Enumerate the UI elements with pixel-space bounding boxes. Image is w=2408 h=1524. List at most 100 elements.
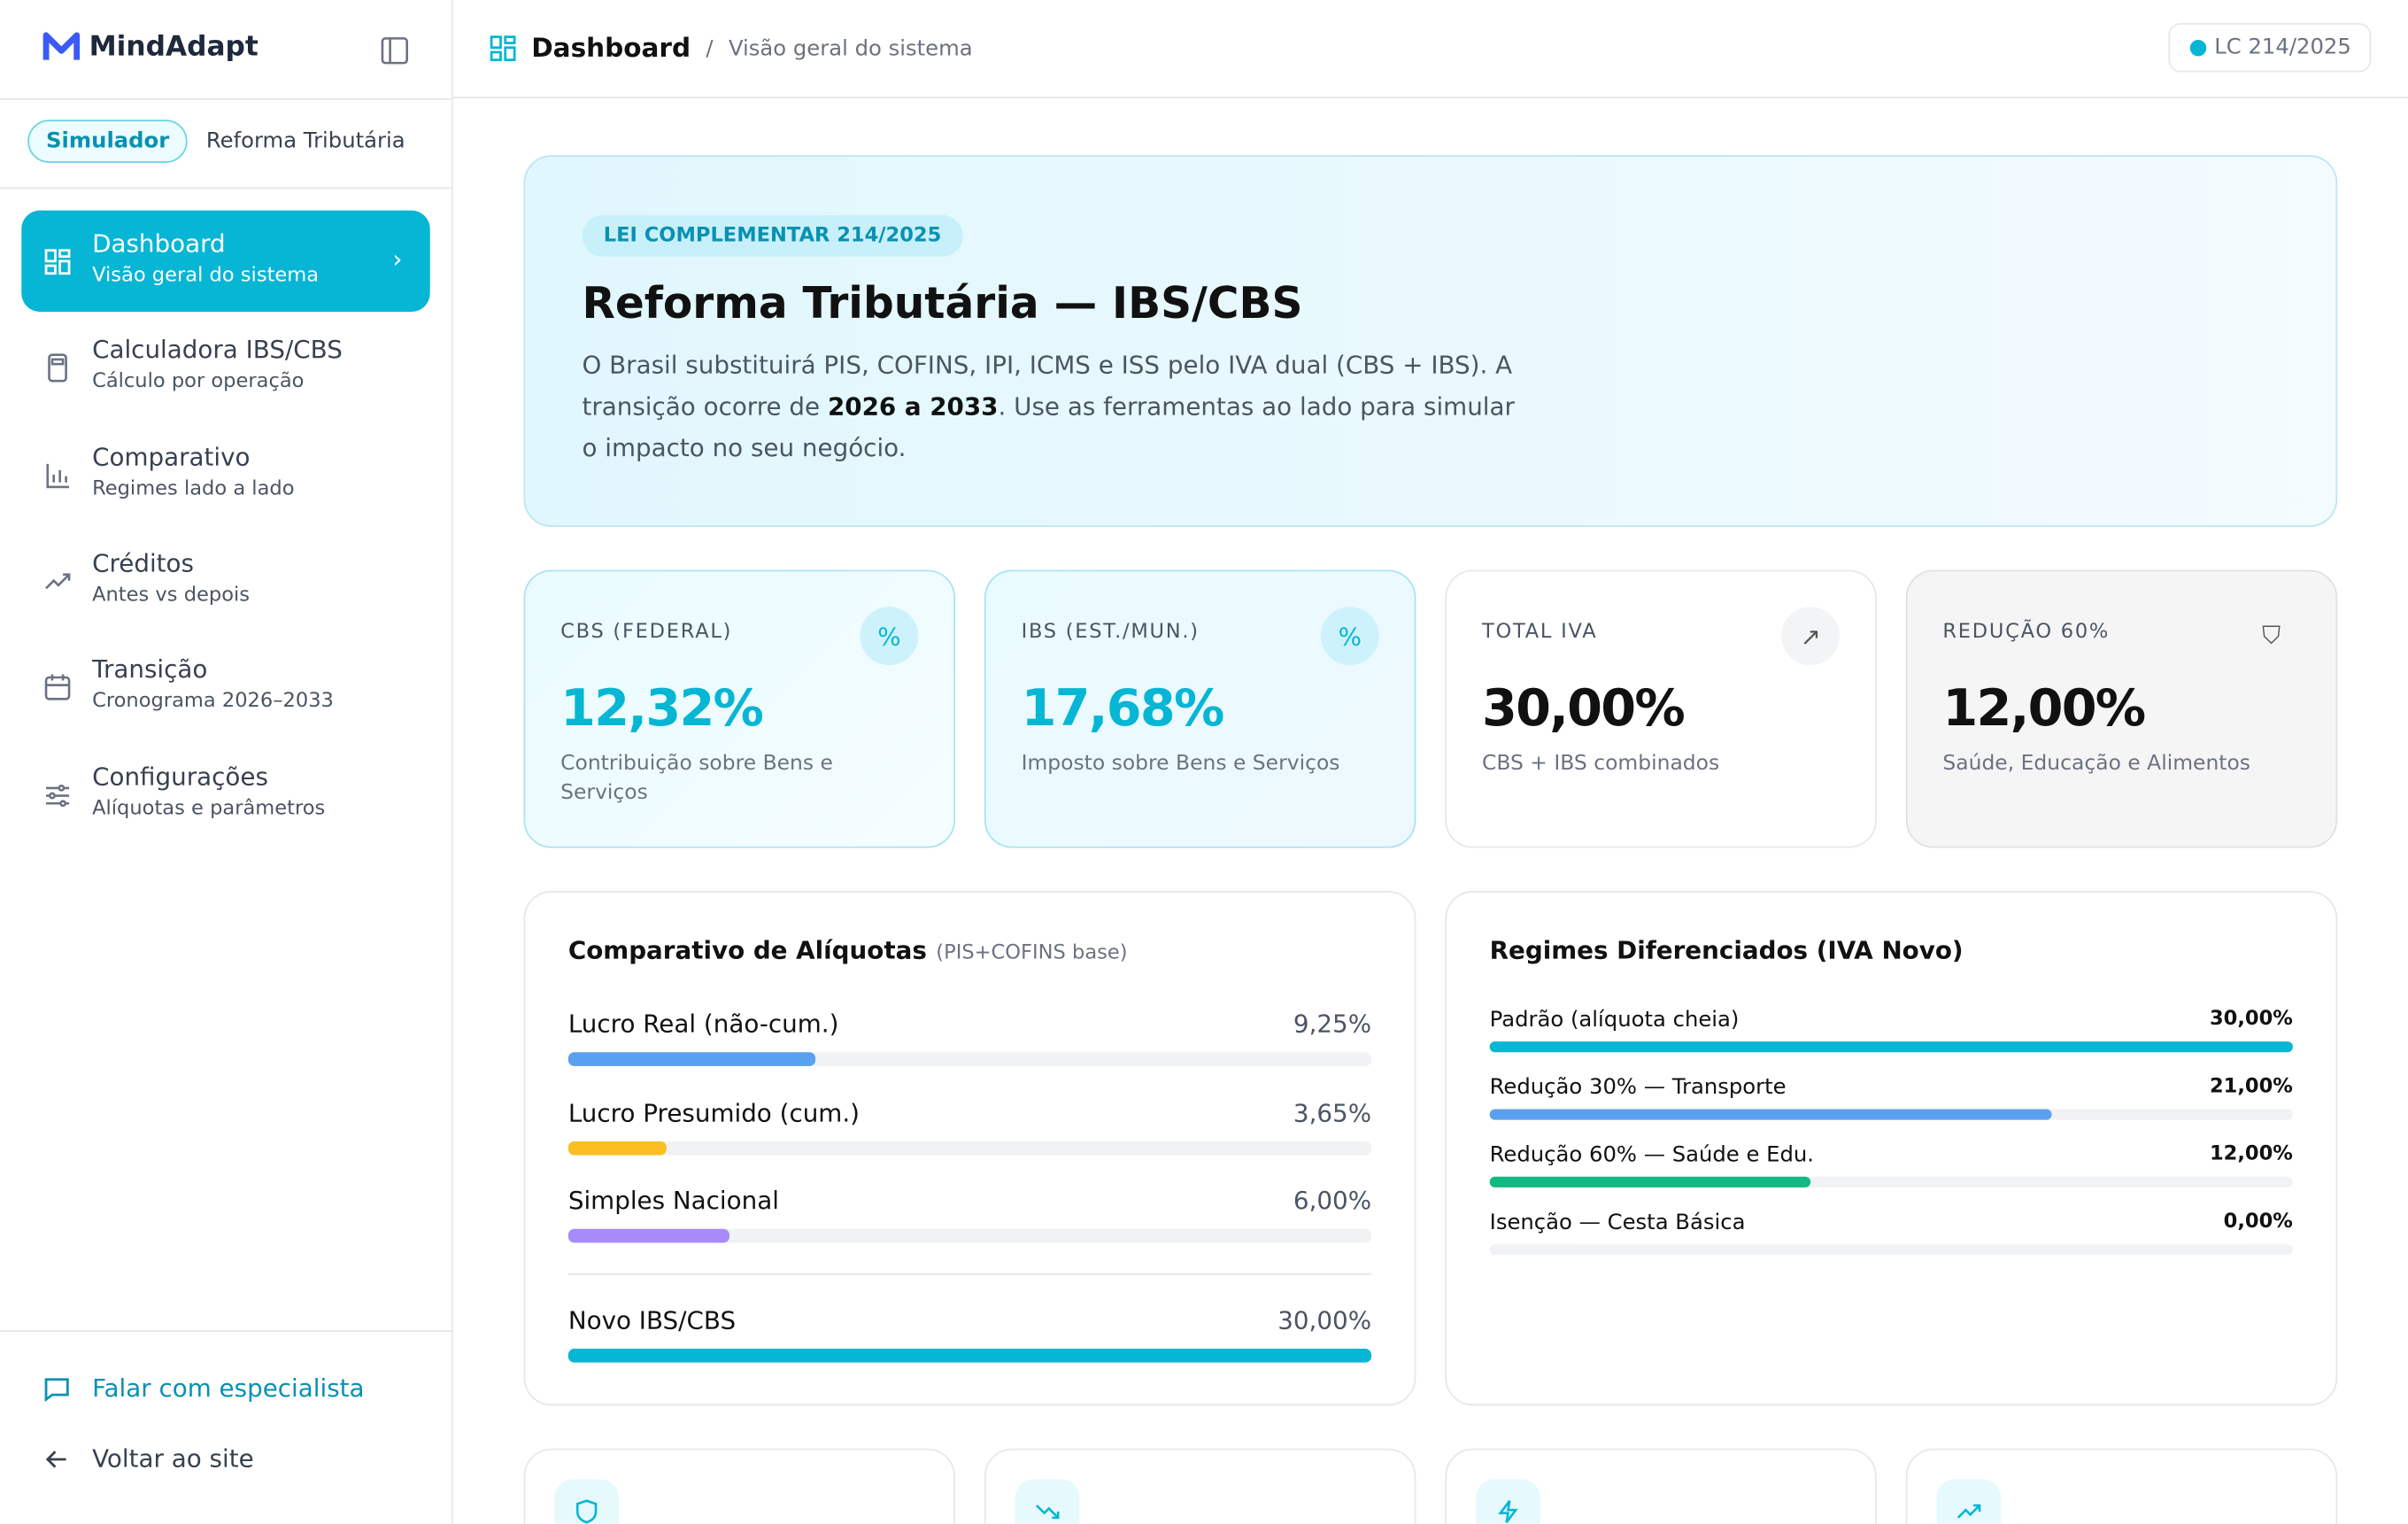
panel-title: Comparativo de Alíquotas (PIS+COFINS base…: [568, 935, 1371, 964]
bar-value: 21,00%: [2209, 1075, 2293, 1099]
tab[interactable]: Reforma Tributária: [205, 128, 405, 154]
brand: MindAdapt: [42, 30, 259, 64]
bar-row: Lucro Presumido (cum.) 3,65%: [567, 1098, 1372, 1159]
title: Comparativo de Alíquotas: [567, 935, 927, 965]
nav-item[interactable]: Comparativo Regimes lado a lado: [21, 423, 429, 524]
nav-title: Créditos: [92, 548, 195, 578]
stat-value: 30,00%: [1481, 677, 1686, 738]
breadcrumb-separator: /: [706, 35, 714, 61]
chat-icon: [44, 1377, 69, 1402]
bar: [1489, 1109, 2052, 1120]
bar: [567, 1141, 667, 1156]
bar-value: 3,65%: [1293, 1098, 1372, 1128]
logo: [42, 31, 81, 59]
nav-icon: [44, 249, 71, 275]
back-link[interactable]: Voltar ao site: [43, 1444, 254, 1474]
bar-value: 6,00%: [1293, 1186, 1372, 1216]
panel-note: (PIS+COFINS base): [936, 941, 1128, 965]
stat-label: CBS (FEDERAL): [560, 620, 733, 644]
card-icon: [1936, 1479, 2002, 1524]
bold-text: 2026 a 2033: [827, 391, 999, 422]
bar: [1489, 1041, 2293, 1053]
arrow-icon: [45, 1450, 66, 1467]
collapse-button[interactable]: [381, 37, 408, 65]
bar-track: [1489, 1176, 2293, 1187]
stat-label: IBS (EST./MUN.): [1021, 620, 1200, 644]
nav-subtitle: Antes vs depois: [92, 583, 251, 607]
nav-item[interactable]: Dashboard Visão geral do sistema ›: [21, 210, 430, 313]
link-text: Falar com especialista: [92, 1373, 365, 1403]
bar-track: [567, 1141, 1372, 1156]
nav-item[interactable]: Calculadora IBS/CBS Cálculo por operação: [21, 317, 429, 418]
hero-title: Reforma Tributária — IBS/CBS: [582, 277, 1303, 329]
bar-value: 30,00%: [2209, 1007, 2293, 1031]
regimes-panel: Regimes Diferenciados (IVA Novo) Padrão …: [1445, 891, 2338, 1406]
stat-value: 17,68%: [1021, 677, 1225, 738]
stat-card: CBS (FEDERAL)% 12,32% Contribuição sobre B…: [523, 569, 955, 848]
hero-tag: LEI COMPLEMENTAR 214/2025: [582, 214, 963, 257]
bar-label: Lucro Real (não-cum.): [567, 1009, 839, 1039]
feature-card: [1445, 1448, 1877, 1524]
nav-item[interactable]: Transição Cronograma 2026–2033: [21, 636, 429, 737]
stat-caption: Imposto sobre Bens e Serviços: [1021, 751, 1340, 777]
bar-track: [1489, 1244, 2293, 1256]
stat-caption: Saúde, Educação e Alimentos: [1942, 751, 2251, 777]
contact-link[interactable]: Falar com especialista: [43, 1373, 365, 1403]
nav-title: Comparativo: [92, 441, 251, 471]
divider: [0, 187, 453, 190]
stat-caption: Contribuição sobre Bens e Serviços: [560, 751, 833, 805]
tabs: Simulador Reforma Tributária: [27, 120, 405, 163]
link-text: Voltar ao site: [92, 1443, 254, 1474]
stat-card: IBS (EST./MUN.)% 17,68% Imposto sobre Bens…: [984, 569, 1416, 848]
bar-row: Redução 30% — Transporte 21,00%: [1489, 1075, 2293, 1136]
bar: [567, 1228, 729, 1243]
bar-label: Redução 30% — Transporte: [1489, 1075, 1787, 1101]
bar-label: Padrão (alíquota cheia): [1489, 1007, 1740, 1033]
bar-row: Lucro Real (não-cum.) 9,25%: [567, 1009, 1372, 1071]
bar-track: [567, 1349, 1372, 1363]
bar-row: Isenção — Cesta Básica 0,00%: [1489, 1210, 2293, 1272]
card-icon: [1015, 1479, 1080, 1524]
law-badge: ● LC 214/2025: [2168, 23, 2372, 73]
text: O Brasil substituirá PIS, COFINS, IPI, I…: [582, 350, 1513, 422]
divider: [0, 1330, 453, 1332]
bar-track: [567, 1228, 1372, 1243]
nav-item[interactable]: Configurações Alíquotas e parâmetros: [21, 743, 429, 844]
chevron: ›: [392, 244, 403, 274]
stat-label: TOTAL IVA: [1481, 620, 1598, 644]
bar: [567, 1052, 816, 1066]
tab[interactable]: Simulador: [27, 120, 189, 163]
hero-text: O Brasil substituirá PIS, COFINS, IPI, I…: [582, 344, 1534, 469]
badge-text: LC 214/2025: [2214, 35, 2351, 60]
nav-subtitle: Alíquotas e parâmetros: [92, 796, 326, 820]
bar-row: Redução 60% — Saúde e Edu. 12,00%: [1489, 1142, 2293, 1204]
nav-icon: [46, 463, 70, 488]
bar-track: [1489, 1109, 2293, 1120]
topbar: Dashboard / Visão geral do sistema ● LC …: [452, 0, 2408, 99]
stat-icon: %: [860, 607, 919, 666]
nav-title: Calculadora IBS/CBS: [92, 335, 343, 365]
bar-label: Lucro Presumido (cum.): [567, 1098, 860, 1128]
nav-title: Configurações: [92, 761, 268, 791]
text: . Use as ferramentas ao lado para simula…: [582, 391, 1515, 463]
divider: [567, 1273, 1372, 1275]
stat-card: TOTAL IVA ↗ 30,00% CBS + IBS combinados: [1445, 569, 1877, 848]
panel-title: Regimes Diferenciados (IVA Novo): [1489, 935, 1964, 965]
bar-value: 9,25%: [1293, 1009, 1372, 1039]
stat-icon: ↗: [1781, 607, 1841, 666]
bar-value: 12,00%: [2209, 1142, 2293, 1166]
nav-item[interactable]: Créditos Antes vs depois: [21, 530, 429, 630]
feature-card: [1905, 1448, 2338, 1524]
dashboard-icon: [490, 35, 516, 62]
nav-title: Transição: [92, 654, 208, 685]
stat-icon: ⛉: [2262, 620, 2281, 650]
bar-row: Padrão (alíquota cheia) 30,00%: [1489, 1007, 2293, 1069]
bar-label: Isenção — Cesta Básica: [1489, 1210, 1746, 1235]
bar-label: Novo IBS/CBS: [567, 1305, 737, 1335]
bar-row: Novo IBS/CBS 30,00%: [567, 1305, 1372, 1366]
card-icon: [554, 1479, 620, 1524]
brand-name: MindAdapt: [89, 30, 259, 64]
feature-card: [523, 1448, 955, 1524]
